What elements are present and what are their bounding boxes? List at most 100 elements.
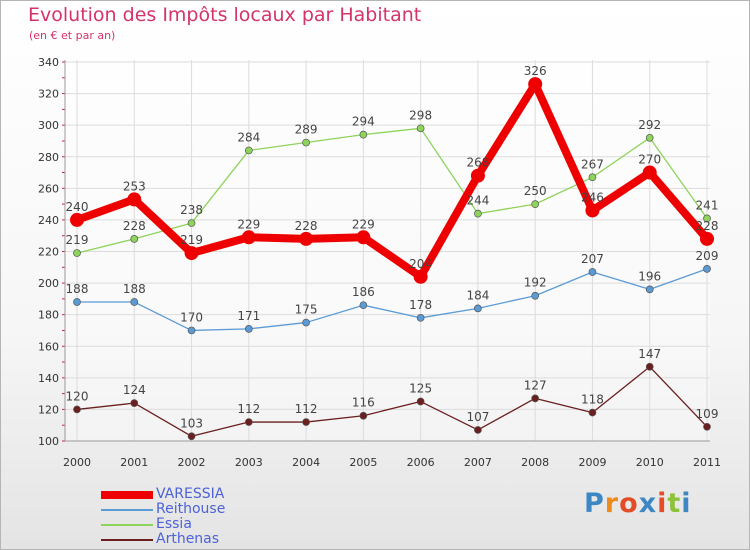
data-point-reithouse	[359, 301, 368, 310]
logo-letter: P	[584, 488, 605, 519]
data-label: 175	[295, 303, 318, 317]
data-label: 170	[180, 310, 203, 324]
grid	[65, 60, 710, 442]
proxiti-logo: Proxiti	[584, 488, 692, 519]
legend-swatch	[101, 539, 153, 541]
data-point-arthenas	[130, 399, 139, 407]
y-tick-label: 120	[38, 403, 59, 416]
data-point-essia	[73, 249, 81, 257]
data-label: 284	[237, 130, 260, 144]
data-point-essia	[703, 214, 711, 223]
legend-swatch	[101, 509, 153, 511]
data-point-varessia	[299, 231, 314, 246]
data-point-reithouse	[244, 325, 253, 333]
y-tick-label: 100	[38, 435, 59, 448]
data-label: 184	[466, 288, 489, 302]
data-label: 124	[123, 383, 146, 397]
x-tick-label: 2007	[464, 456, 492, 469]
data-point-arthenas	[531, 394, 540, 403]
logo-letter: r	[604, 488, 620, 519]
data-point-varessia	[356, 230, 371, 245]
logo-letter: t	[667, 488, 682, 519]
legend-label: Arthenas	[156, 531, 220, 547]
y-tick-label: 340	[38, 56, 59, 69]
logo-letter: o	[619, 488, 639, 519]
x-tick-label: 2008	[521, 456, 549, 469]
x-tick-label: 2005	[349, 456, 377, 469]
data-label: 229	[237, 217, 260, 231]
data-label: 192	[524, 276, 547, 290]
data-label: 171	[237, 309, 260, 323]
data-label: 120	[66, 389, 89, 403]
data-point-arthenas	[302, 418, 310, 426]
x-tick-label: 2001	[120, 456, 148, 469]
y-tick-label: 200	[38, 277, 59, 290]
data-label: 188	[66, 282, 89, 296]
series-line-varessia	[73, 80, 711, 281]
y-tick-label: 240	[38, 214, 59, 227]
data-point-essia	[474, 209, 482, 218]
data-point-essia	[531, 200, 540, 208]
data-label: 246	[581, 190, 604, 204]
data-point-varessia	[700, 231, 714, 246]
data-point-varessia	[528, 77, 543, 92]
data-point-essia	[416, 124, 425, 133]
data-point-arthenas	[73, 405, 81, 414]
data-point-reithouse	[588, 268, 597, 276]
x-tick-label: 2006	[407, 456, 435, 469]
data-point-arthenas	[187, 432, 196, 441]
y-tick-label: 320	[38, 88, 59, 101]
data-point-arthenas	[588, 408, 597, 417]
data-point-essia	[359, 130, 368, 139]
data-label: 188	[123, 282, 146, 296]
data-label: 109	[696, 407, 719, 421]
data-label: 209	[696, 249, 719, 263]
data-label: 326	[524, 64, 547, 78]
data-label: 186	[352, 285, 375, 299]
data-point-varessia	[642, 165, 657, 180]
x-tick-label: 2004	[292, 456, 320, 469]
x-tick-label: 2003	[235, 456, 263, 469]
data-point-essia	[645, 133, 654, 142]
data-label: 228	[696, 219, 719, 233]
data-label: 253	[123, 179, 146, 193]
data-point-varessia	[413, 269, 428, 284]
data-label: 229	[352, 217, 375, 231]
data-label: 289	[295, 123, 318, 137]
data-label: 112	[295, 402, 318, 416]
data-label: 147	[638, 347, 661, 361]
logo-letter: x	[638, 488, 658, 519]
data-point-reithouse	[703, 265, 711, 273]
data-point-reithouse	[645, 285, 654, 294]
y-tick-label: 160	[38, 340, 59, 353]
data-point-reithouse	[187, 326, 196, 335]
chart-subtitle: (en € et par an)	[29, 29, 116, 42]
data-label: 219	[180, 233, 203, 247]
data-label: 112	[237, 402, 260, 416]
data-label: 294	[352, 115, 375, 129]
data-labels: 240 253 219 229 228 229 204 268 326 246 270 228 188 1…	[66, 64, 719, 430]
x-tick-label: 2000	[63, 456, 91, 469]
data-point-arthenas	[645, 362, 654, 371]
data-point-arthenas	[244, 418, 253, 426]
data-label: 127	[524, 378, 547, 392]
data-label: 219	[66, 233, 89, 247]
y-tick-label: 180	[38, 309, 59, 322]
data-point-arthenas	[416, 397, 425, 406]
data-point-arthenas	[703, 422, 711, 431]
data-point-reithouse	[416, 313, 425, 322]
data-point-arthenas	[359, 411, 368, 420]
data-label: 107	[466, 410, 489, 424]
logo-letter: i	[681, 488, 692, 519]
series-line-reithouse	[76, 268, 708, 332]
data-point-varessia	[241, 230, 256, 245]
data-label: 268	[466, 156, 489, 170]
data-point-varessia	[470, 168, 485, 183]
data-point-arthenas	[474, 426, 482, 434]
data-label: 241	[696, 198, 719, 212]
x-tick-label: 2002	[178, 456, 206, 469]
data-point-reithouse	[130, 298, 139, 306]
data-point-reithouse	[531, 291, 540, 300]
